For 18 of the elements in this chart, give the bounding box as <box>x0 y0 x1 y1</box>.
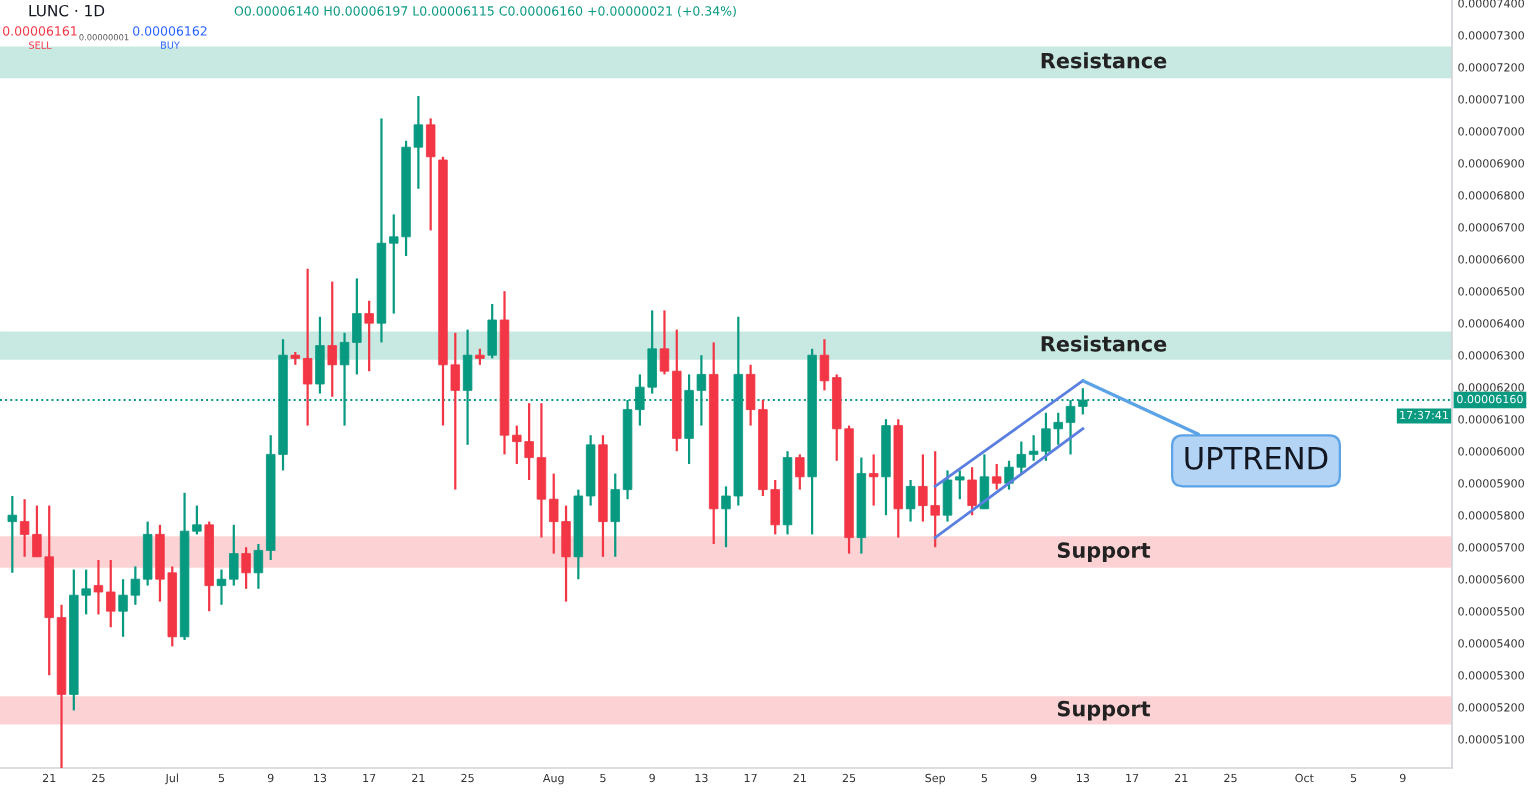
band-label: Resistance <box>1041 335 1167 352</box>
band-label: Support <box>1057 542 1151 563</box>
candlestick <box>425 117 436 232</box>
annotation: UPTREND <box>1185 446 1328 470</box>
candlestick <box>241 546 251 590</box>
candlestick <box>979 453 990 510</box>
band-label: Resistance <box>1041 52 1167 69</box>
candlestick <box>315 315 325 395</box>
candlestick <box>991 462 1002 491</box>
candlestick <box>905 478 916 523</box>
candlestick <box>327 280 337 398</box>
candlestick <box>364 299 374 373</box>
candlestick <box>868 453 879 507</box>
candlestick <box>795 453 805 491</box>
candlestick <box>487 302 497 360</box>
candlestick <box>967 466 977 517</box>
candlestick <box>7 494 18 574</box>
band-label: Support <box>1057 700 1151 721</box>
